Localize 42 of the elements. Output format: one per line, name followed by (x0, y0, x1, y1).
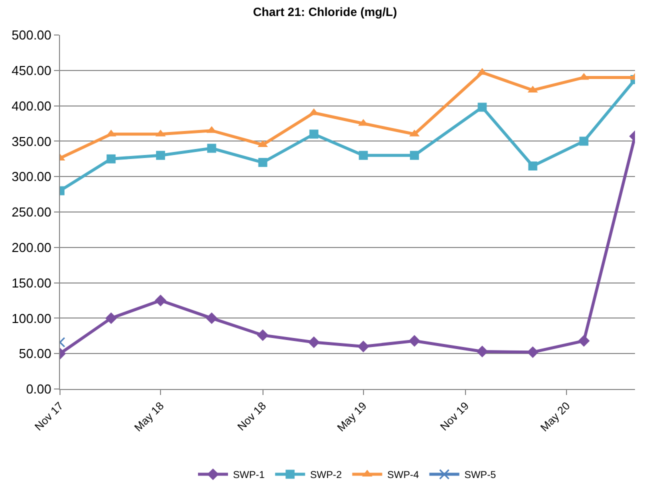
point (408, 335, 420, 347)
point (358, 150, 368, 160)
legend-label: SWP-2 (310, 470, 342, 482)
y-tick-label: 100.00 (12, 310, 52, 326)
point (309, 130, 318, 139)
legend-label: SWP-1 (233, 470, 266, 482)
y-tick-label: 300.00 (12, 169, 52, 184)
point (156, 150, 166, 160)
x-tick-label: Nov 18 (236, 400, 269, 434)
point (207, 144, 216, 153)
point (256, 329, 269, 342)
point (410, 150, 419, 160)
point (206, 312, 218, 324)
x-tick-label: May 18 (132, 400, 167, 434)
y-tick-label: 500.00 (12, 28, 52, 43)
point (258, 158, 268, 167)
point (578, 335, 590, 347)
y-tick-label: 400.00 (12, 98, 52, 114)
y-tick-label: 450.00 (12, 62, 52, 78)
point (357, 340, 370, 352)
x-tick-label: May 19 (335, 400, 370, 434)
point (106, 154, 116, 164)
y-tick-label: 250.00 (12, 204, 52, 220)
legend-label: SWP-4 (387, 470, 420, 482)
y-tick-label: 0.00 (26, 382, 52, 397)
point (579, 136, 588, 146)
point (105, 312, 117, 324)
point (526, 346, 539, 358)
y-tick-label: 350.00 (12, 134, 52, 149)
x-tick-label: May 20 (538, 400, 573, 434)
point (478, 102, 487, 112)
x-tick-label: Nov 17 (32, 400, 66, 434)
y-tick-label: 50.00 (18, 346, 52, 362)
point (476, 346, 488, 358)
y-tick-label: 150.00 (12, 275, 52, 290)
point (528, 161, 538, 170)
chart-title: Chart 21: Chloride (mg/L) (252, 4, 398, 19)
x-tick-label: Nov 19 (438, 400, 472, 434)
legend-label: SWP-5 (464, 470, 496, 482)
point (308, 336, 320, 348)
point (154, 294, 166, 306)
y-tick-label: 200.00 (12, 240, 52, 255)
